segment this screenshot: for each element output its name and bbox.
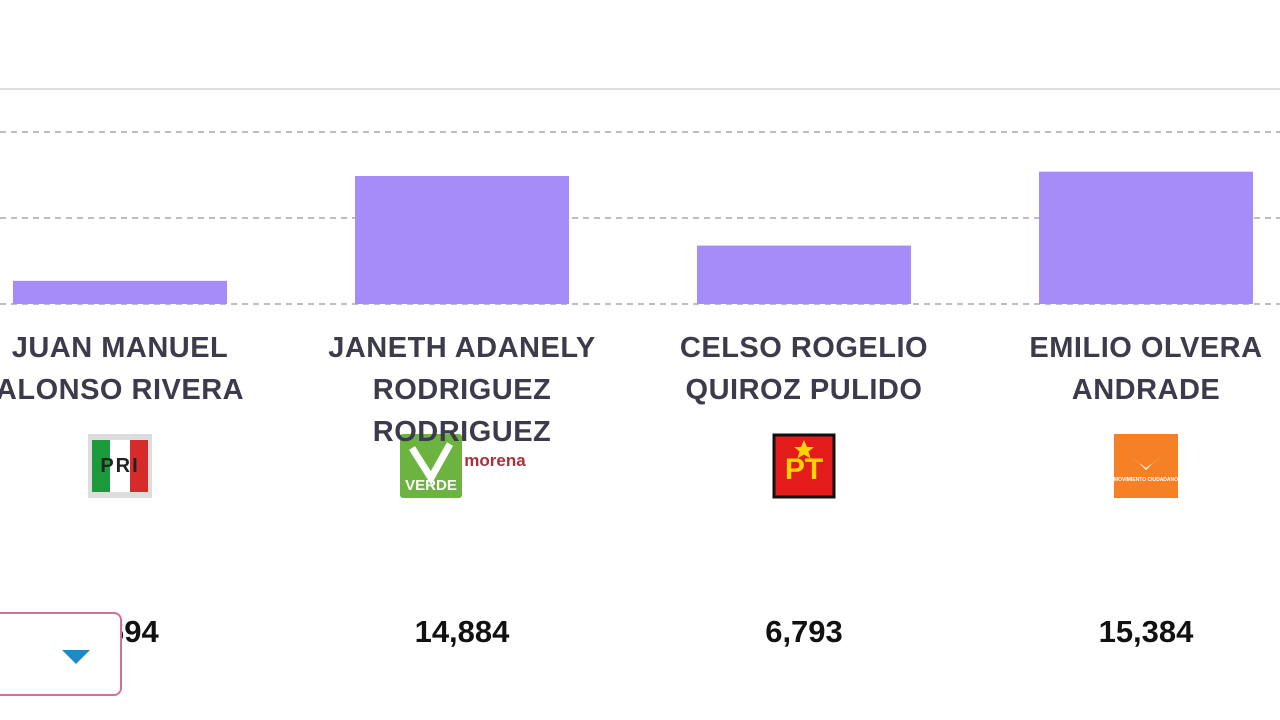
dropdown[interactable] bbox=[0, 612, 122, 696]
logo-text: PT bbox=[785, 453, 823, 486]
candidate-name: JANETH ADANELY RODRIGUEZ RODRIGUEZ bbox=[328, 332, 596, 448]
candidate-name: EMILIO OLVERA ANDRADE bbox=[1029, 332, 1263, 406]
vote-count: 15,384 bbox=[1099, 614, 1195, 649]
party-logo: MOVIMIENTO CIUDADANO bbox=[1114, 434, 1178, 498]
logo-text: MOVIMIENTO CIUDADANO bbox=[1114, 477, 1178, 483]
bar bbox=[1039, 171, 1253, 304]
logo-text: VERDE bbox=[405, 477, 457, 494]
logo-check bbox=[409, 442, 454, 485]
bar bbox=[13, 280, 227, 304]
logo-text: PRI bbox=[100, 455, 139, 477]
logo-bg bbox=[1114, 434, 1178, 498]
logo-green bbox=[92, 440, 110, 492]
logo-star bbox=[794, 440, 814, 459]
bar bbox=[697, 245, 911, 304]
party-logo: PT bbox=[772, 433, 836, 499]
logo-red bbox=[130, 440, 148, 492]
logo-text: morena bbox=[464, 451, 526, 470]
party-logo: PRI bbox=[88, 434, 152, 498]
vote-count: 6,793 bbox=[765, 614, 843, 649]
candidate-name: JUAN MANUEL ALONSO RIVERA bbox=[0, 332, 245, 406]
vote-count: 14,884 bbox=[415, 614, 511, 649]
dropdown-arrow[interactable] bbox=[60, 647, 100, 667]
party-logo: VERDE morena bbox=[400, 434, 526, 498]
bar bbox=[355, 175, 569, 304]
logo-white bbox=[110, 440, 130, 492]
candidate-name: CELSO ROGELIO QUIROZ PULIDO bbox=[679, 332, 929, 406]
